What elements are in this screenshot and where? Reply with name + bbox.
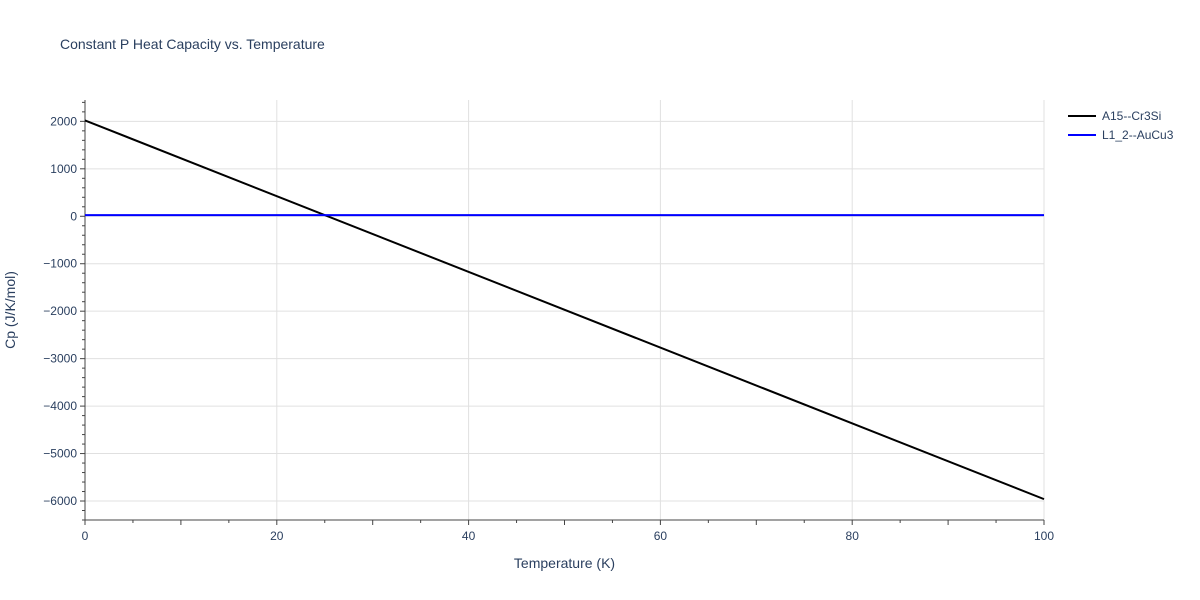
legend-swatch-a15: [1068, 114, 1096, 117]
y-tick-label: 1000: [50, 162, 77, 176]
y-tick-label: −3000: [43, 352, 77, 366]
chart-title: Constant P Heat Capacity vs. Temperature: [60, 36, 325, 52]
y-tick-label: −6000: [43, 494, 77, 508]
y-tick-label: −5000: [43, 447, 77, 461]
x-tick-label: 100: [1034, 529, 1054, 543]
legend: A15--Cr3Si L1_2--AuCu3: [1068, 106, 1173, 144]
x-tick-label: 0: [82, 529, 89, 543]
x-tick-label: 20: [270, 529, 284, 543]
legend-label-l12: L1_2--AuCu3: [1102, 127, 1174, 142]
x-tick-label: 80: [846, 529, 860, 543]
legend-item-a15[interactable]: A15--Cr3Si: [1068, 106, 1173, 125]
x-axis-title: Temperature (K): [514, 555, 615, 571]
y-tick-label: 0: [70, 209, 77, 223]
y-tick-label: −4000: [43, 399, 77, 413]
series-line-0: [84, 119, 1045, 501]
y-tick-label: 2000: [50, 114, 77, 128]
x-tick-label: 60: [654, 529, 668, 543]
legend-item-l12[interactable]: L1_2--AuCu3: [1068, 125, 1173, 144]
y-tick-label: −2000: [43, 304, 77, 318]
legend-label-a15: A15--Cr3Si: [1102, 108, 1162, 123]
legend-swatch-l12: [1068, 133, 1096, 136]
y-axis-title: Cp (J/K/mol): [2, 271, 18, 349]
x-tick-label: 40: [462, 529, 476, 543]
y-tick-label: −1000: [43, 257, 77, 271]
